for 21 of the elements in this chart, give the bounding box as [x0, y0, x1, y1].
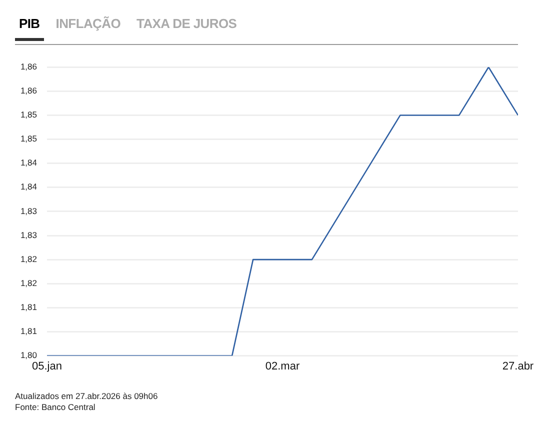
y-tick-label: 1,84	[20, 182, 38, 192]
source-note: Fonte: Banco Central	[15, 402, 96, 413]
y-tick-label: 1,86	[20, 61, 38, 72]
y-tick-label: 1,82	[20, 254, 38, 264]
y-tick-label: 1,82	[20, 278, 38, 288]
text: TAXA DE JUROS	[136, 16, 237, 31]
y-tick-label: 1,80	[20, 350, 38, 360]
text: INFLAÇÃO	[56, 16, 121, 31]
y-tick-label: 1,81	[20, 326, 38, 336]
y-tick-label: 1,84	[20, 158, 38, 168]
y-tick-label: 1,83	[20, 206, 38, 216]
x-tick-label: 27.abr	[502, 360, 534, 372]
x-tick-label: 05.jan	[32, 360, 62, 372]
x-tick-label: 02.mar	[265, 360, 300, 372]
text: Atualizados em 27.abr.2026 às 09h06	[15, 391, 158, 402]
y-tick-label: 1,85	[20, 110, 38, 120]
y-tick-label: 1,86	[20, 86, 38, 96]
y-tick-label: 1,83	[20, 230, 38, 240]
y-tick-label: 1,81	[20, 302, 38, 312]
chart-title: PIB	[15, 16, 44, 41]
y-tick-label: 1,85	[20, 134, 38, 144]
